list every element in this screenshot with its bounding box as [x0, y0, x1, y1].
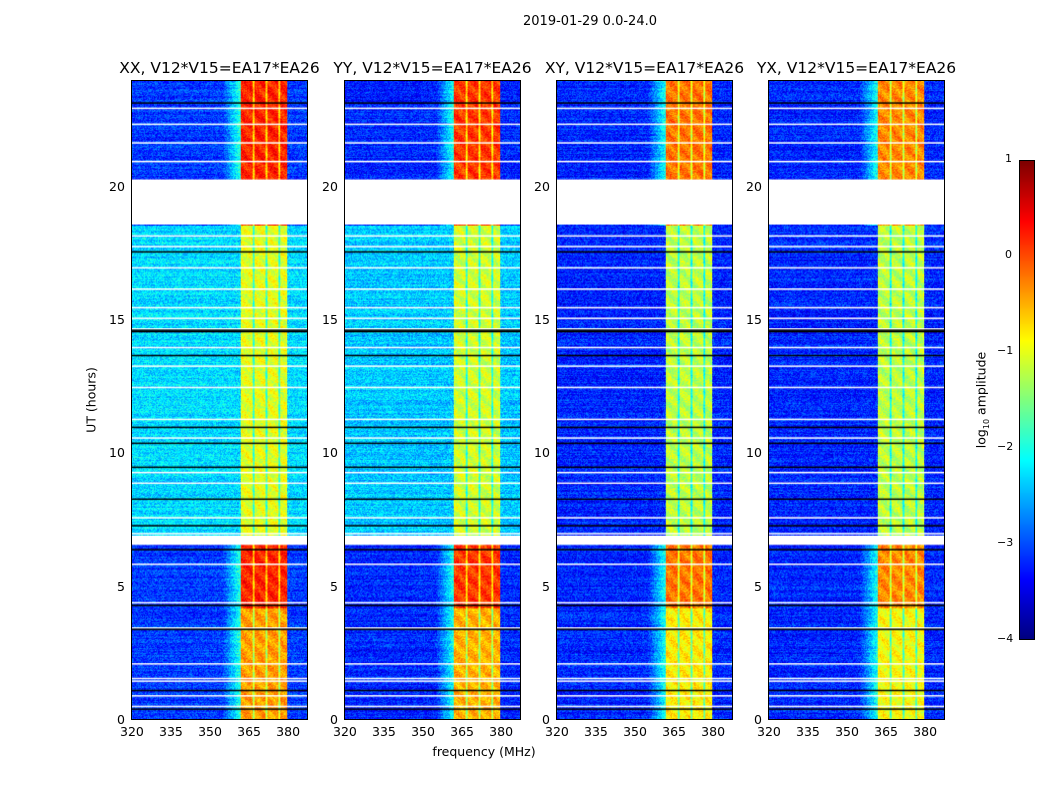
- x-tick-label: 320: [545, 724, 569, 739]
- x-axis-label: frequency (MHz): [432, 744, 536, 759]
- y-tick-label: 10: [746, 445, 762, 461]
- x-tick-label: 320: [333, 724, 357, 739]
- colorbar-tick-label: −2: [997, 440, 1014, 453]
- y-tick-label: 15: [109, 312, 125, 327]
- x-tick-label: 365: [237, 724, 261, 739]
- figure-title: 2019-01-29 0.0-24.0: [523, 14, 657, 29]
- colorbar-tick-label: −3: [997, 536, 1014, 549]
- colorbar-label: log10 amplitude: [973, 351, 991, 449]
- y-tick-label: 20: [534, 178, 550, 194]
- colorbar-tick-label: 0: [1005, 248, 1012, 261]
- x-tick-label: 335: [372, 724, 396, 739]
- x-tick-label: 335: [584, 724, 608, 739]
- x-tick-label: 320: [120, 724, 144, 739]
- y-tick-label: 0: [330, 712, 338, 727]
- x-tick-label: 350: [623, 724, 647, 739]
- panel-title: XY, V12*V15=EA17*EA26: [544, 59, 745, 77]
- colorbar-tick-label: −1: [997, 344, 1014, 357]
- x-tick-label: 335: [159, 724, 183, 739]
- y-tick-label: 10: [109, 445, 125, 461]
- waterfall-panel-xy: [556, 80, 733, 720]
- x-tick-label: 380: [489, 724, 514, 739]
- y-tick-label: 20: [109, 178, 125, 194]
- y-tick-label: 15: [534, 312, 550, 327]
- waterfall-panel-yx: [768, 80, 945, 720]
- panel-title: XX, V12*V15=EA17*EA26: [119, 59, 320, 77]
- y-tick-label: 5: [330, 578, 338, 594]
- waterfall-panel-yy: [344, 80, 521, 720]
- x-tick-label: 350: [198, 724, 222, 739]
- y-tick-label: 0: [117, 712, 125, 727]
- colorbar-tick-label: 1: [1005, 152, 1012, 165]
- x-tick-label: 350: [835, 724, 859, 739]
- x-tick-label: 380: [276, 724, 301, 739]
- panel-title: YY, V12*V15=EA17*EA26: [333, 59, 532, 77]
- y-tick-label: 15: [746, 312, 762, 327]
- y-tick-label: 5: [542, 578, 550, 594]
- x-tick-label: 380: [913, 724, 938, 739]
- y-tick-label: 5: [754, 578, 762, 594]
- x-tick-label: 365: [662, 724, 686, 739]
- colorbar-tick-label: −4: [997, 632, 1014, 645]
- panel-title: YX, V12*V15=EA17*EA26: [756, 59, 957, 77]
- y-axis-label: UT (hours): [83, 367, 99, 433]
- colorbar: [1019, 160, 1035, 640]
- y-tick-label: 20: [322, 178, 338, 194]
- x-tick-label: 365: [874, 724, 898, 739]
- y-tick-label: 0: [542, 712, 550, 727]
- y-tick-label: 10: [534, 445, 550, 461]
- y-tick-label: 0: [754, 712, 762, 727]
- x-tick-label: 320: [757, 724, 781, 739]
- x-tick-label: 380: [701, 724, 726, 739]
- x-tick-label: 335: [796, 724, 820, 739]
- y-tick-label: 10: [322, 445, 338, 461]
- y-tick-label: 15: [322, 312, 338, 327]
- y-tick-label: 5: [117, 578, 125, 594]
- x-tick-label: 365: [450, 724, 474, 739]
- waterfall-panel-xx: [131, 80, 308, 720]
- x-tick-label: 350: [411, 724, 435, 739]
- y-tick-label: 20: [746, 178, 762, 194]
